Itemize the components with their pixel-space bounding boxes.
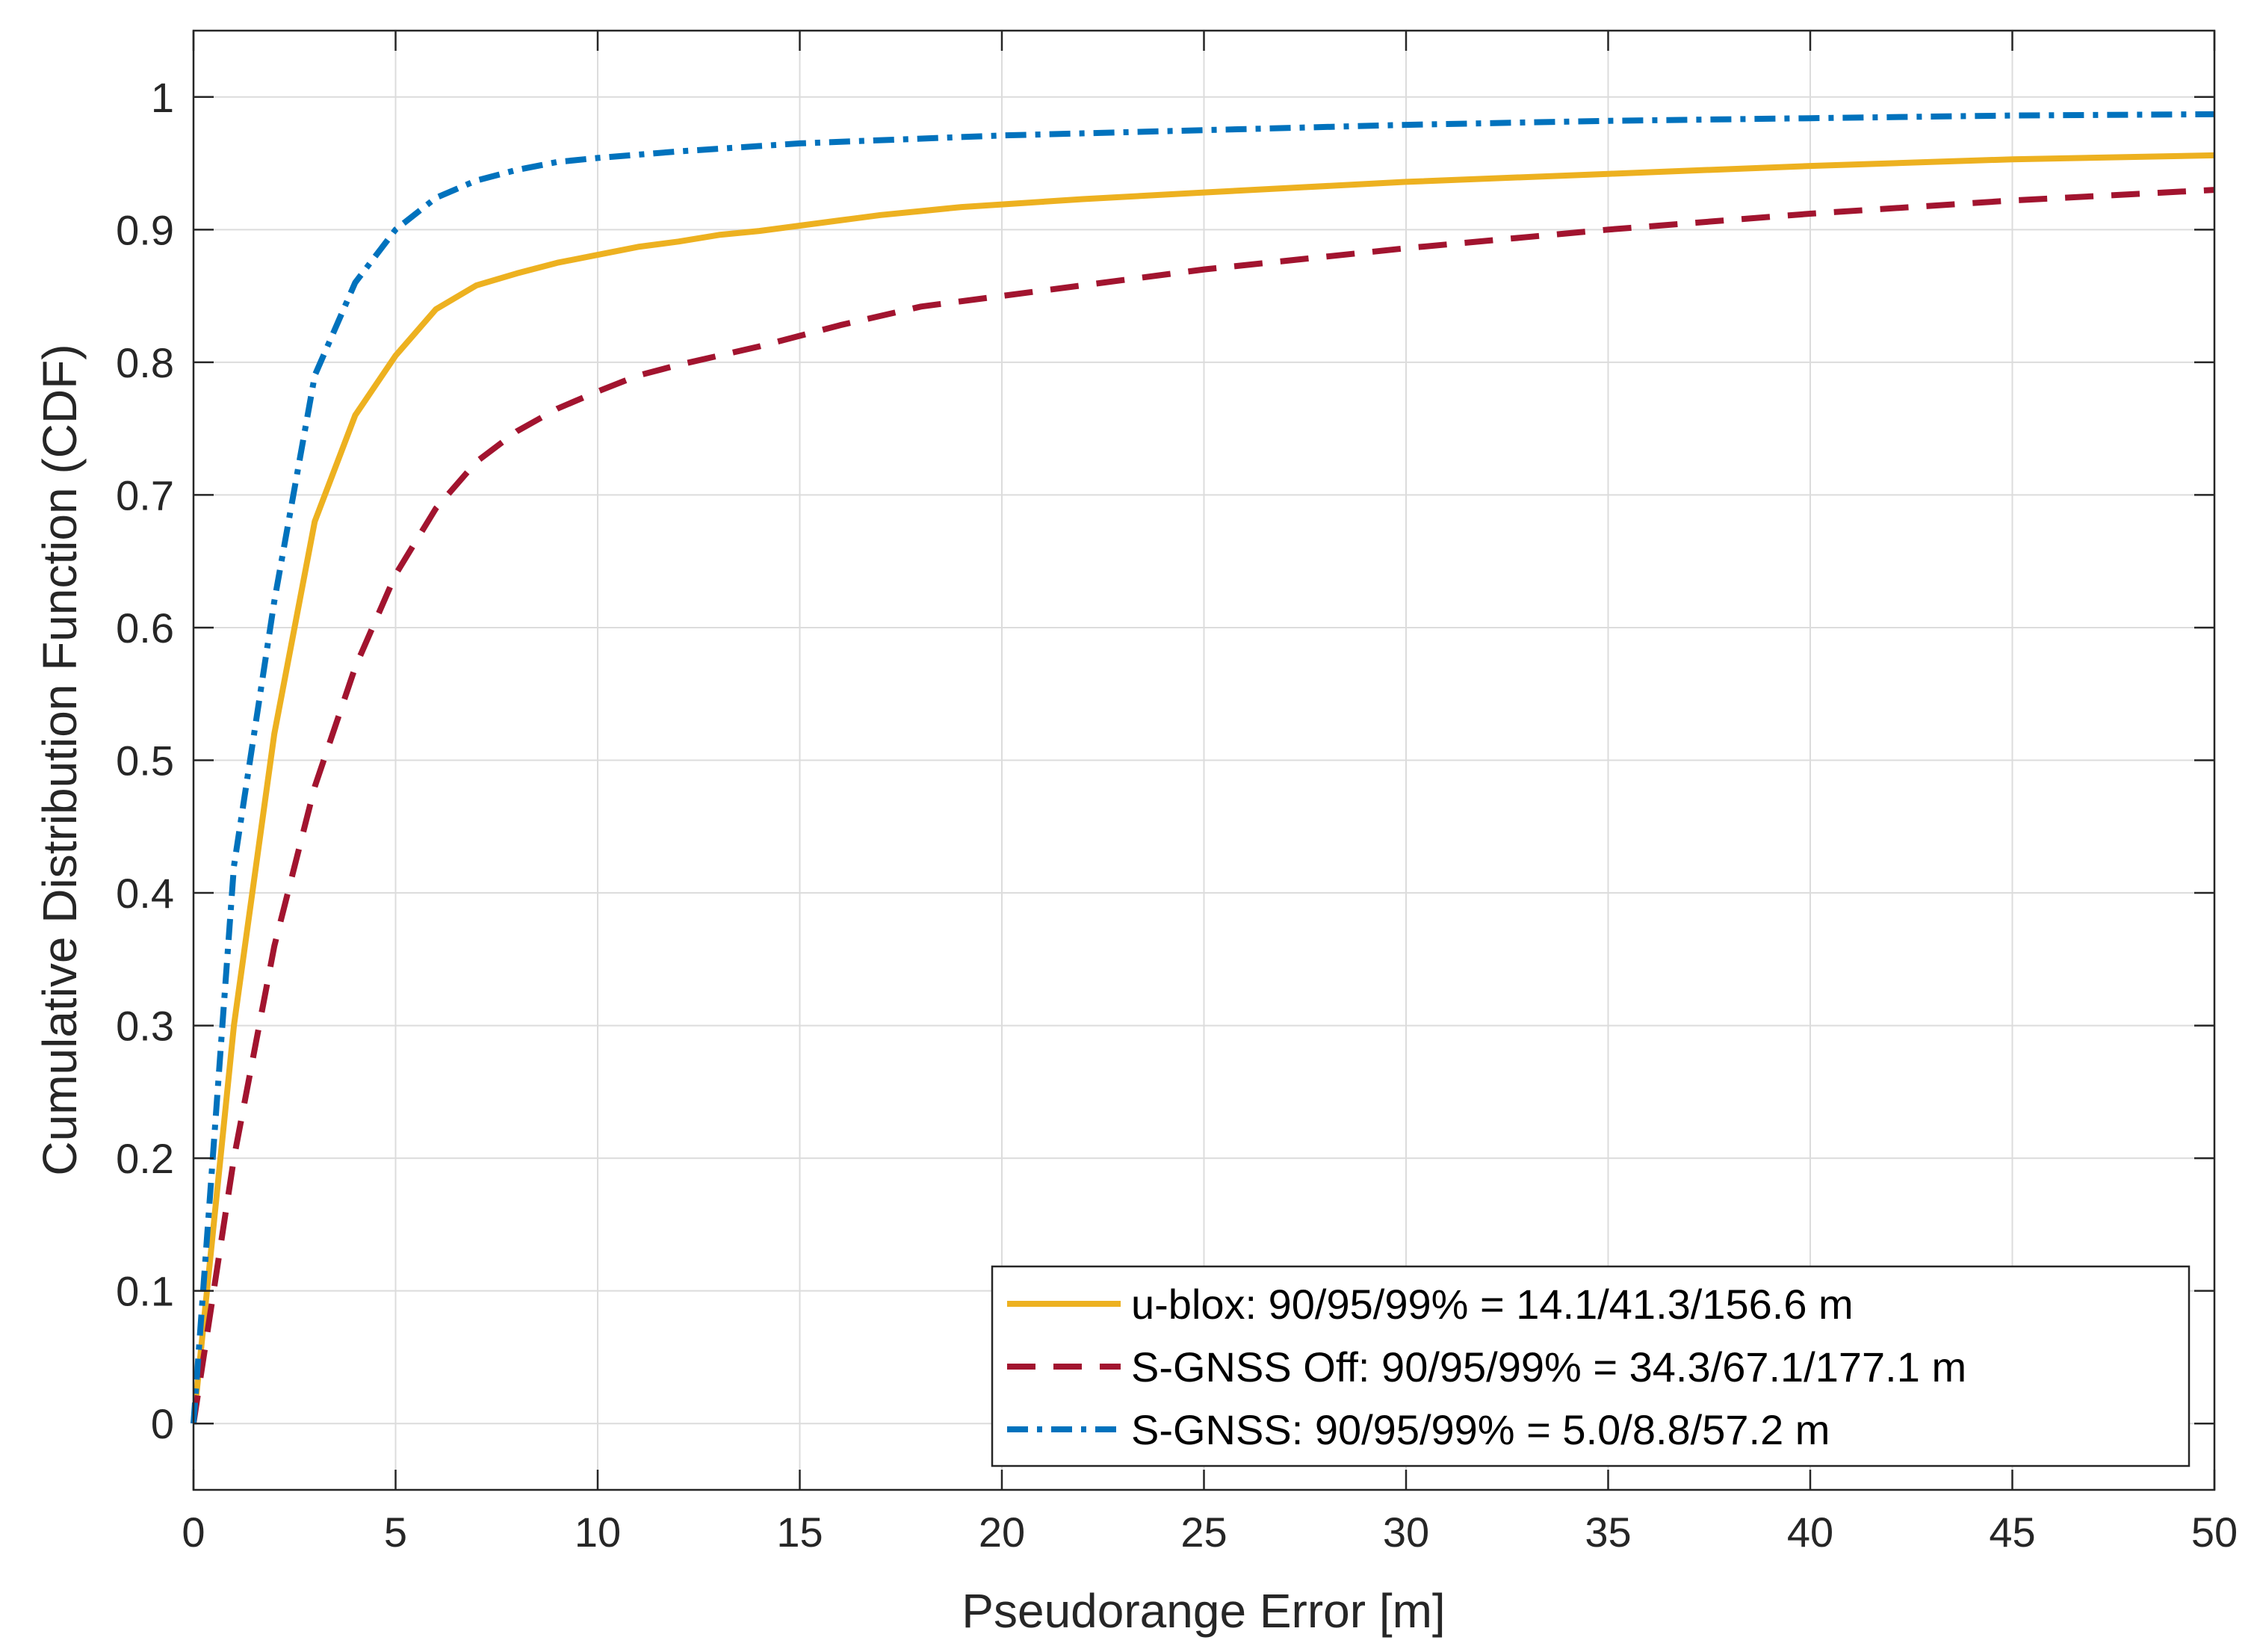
x-tick-label: 10 — [575, 1509, 621, 1556]
series-line-3 — [191, 111, 2215, 1424]
x-tick-label: 20 — [979, 1509, 1025, 1556]
y-tick-label: 0 — [151, 1400, 174, 1447]
tick-marks — [192, 31, 2216, 1490]
y-tick-label: 0.8 — [116, 339, 174, 386]
y-tick-label: 0.7 — [116, 471, 174, 519]
y-tick-label: 0.5 — [116, 737, 174, 785]
y-tick-label: 0.1 — [116, 1268, 174, 1315]
x-tick-labels: 0 5 10 15 20 25 30 35 40 45 50 — [182, 1509, 2238, 1556]
x-tick-label: 45 — [1989, 1509, 2035, 1556]
y-tick-label: 0.9 — [116, 206, 174, 253]
legend-items: u-blox: 90/95/99% = 14.1/41.3/156.6 m S-G… — [1007, 1281, 1966, 1453]
x-tick-label: 0 — [182, 1509, 205, 1556]
series-layer — [191, 111, 2215, 1424]
x-tick-label: 30 — [1383, 1509, 1429, 1556]
x-tick-label: 5 — [384, 1509, 407, 1556]
y-tick-label: 0.6 — [116, 604, 174, 652]
x-tick-label: 25 — [1180, 1509, 1227, 1556]
y-tick-label: 1 — [151, 74, 174, 121]
y-tick-label: 0.4 — [116, 870, 174, 917]
x-tick-label: 15 — [776, 1509, 823, 1556]
x-tick-label: 35 — [1585, 1509, 1631, 1556]
legend-entry-3: S-GNSS: 90/95/99% = 5.0/8.8/57.2 m — [1131, 1406, 1830, 1453]
legend-entry-2: S-GNSS Off: 90/95/99% = 34.3/67.1/177.1 … — [1131, 1343, 1966, 1390]
y-tick-label: 0.2 — [116, 1135, 174, 1182]
legend-box — [991, 1265, 2191, 1467]
x-axis-label: Pseudorange Error [m] — [962, 1584, 1445, 1638]
x-tick-label: 50 — [2191, 1509, 2238, 1556]
y-axis-label: Cumulative Distribution Function (CDF) — [33, 344, 87, 1175]
x-tick-label: 40 — [1787, 1509, 1833, 1556]
legend-entry-1: u-blox: 90/95/99% = 14.1/41.3/156.6 m — [1131, 1281, 1854, 1328]
y-tick-label: 0.3 — [116, 1003, 174, 1050]
series-line-2 — [191, 187, 2215, 1424]
y-tick-labels: 0 0.1 0.2 0.3 0.4 0.5 0.6 0.7 0.8 0.9 1 — [116, 74, 174, 1447]
series-line-1 — [191, 152, 2215, 1424]
legend: u-blox: 90/95/99% = 14.1/41.3/156.6 m S-G… — [991, 1265, 2191, 1467]
